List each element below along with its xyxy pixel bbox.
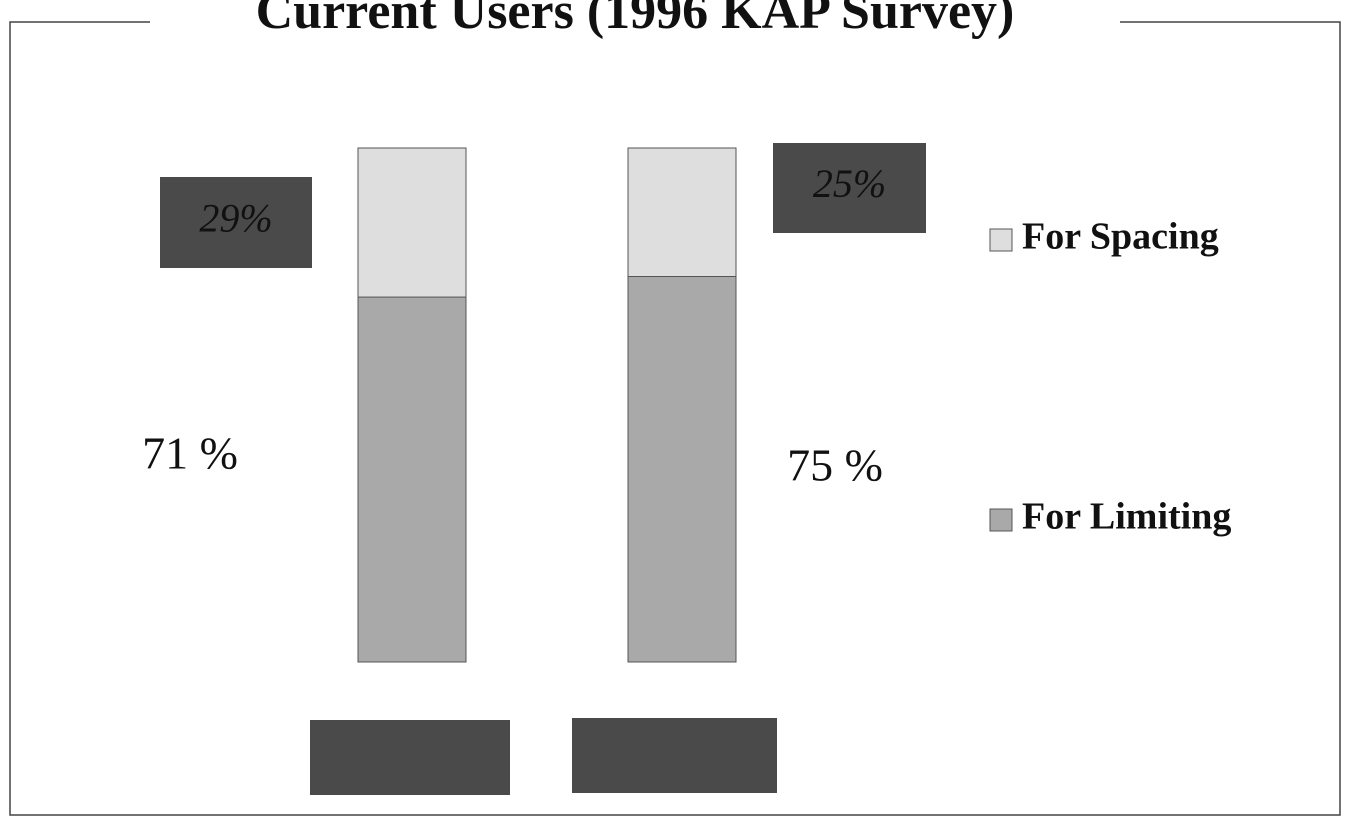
chart-title: Current Users (1996 KAP Survey)	[256, 0, 1015, 40]
legend-label: For Spacing	[1022, 216, 1219, 258]
value-label: 25%	[813, 161, 886, 206]
value-label-box	[773, 143, 926, 233]
category-box	[572, 718, 777, 793]
legend-swatch	[989, 508, 1013, 532]
bar-segment	[627, 276, 737, 663]
value-label: 71 %	[142, 428, 238, 479]
bar-segment	[627, 147, 737, 277]
value-label-box	[160, 177, 312, 268]
category-box	[310, 720, 510, 795]
title-backdrop	[150, 0, 1120, 44]
legend-swatch	[989, 228, 1013, 252]
legend-label: For Limiting	[1022, 496, 1231, 538]
bar-segment	[357, 147, 467, 298]
value-label: 75 %	[787, 440, 883, 491]
value-label: 29%	[199, 196, 272, 241]
bar-segment	[357, 296, 467, 663]
